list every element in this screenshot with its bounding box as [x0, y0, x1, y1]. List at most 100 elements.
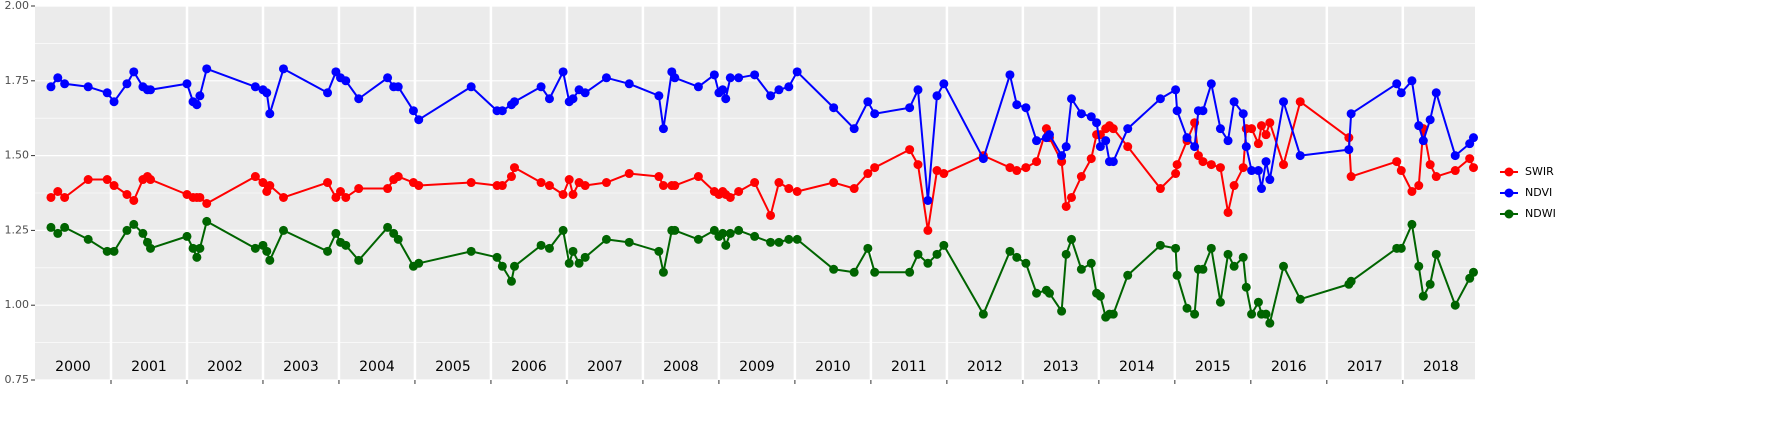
data-point: [109, 181, 119, 191]
data-point: [1396, 88, 1406, 98]
year-label: 2018: [1423, 359, 1459, 375]
data-point: [1057, 151, 1067, 161]
data-point: [932, 91, 942, 101]
data-point: [1057, 306, 1067, 316]
data-point: [1229, 261, 1239, 271]
data-point: [913, 249, 923, 259]
data-point: [265, 255, 275, 265]
data-point: [1155, 240, 1165, 250]
data-point: [1295, 97, 1305, 107]
year-label: 2011: [891, 359, 927, 375]
data-point: [1279, 97, 1289, 107]
data-point: [709, 70, 719, 80]
data-point: [53, 228, 63, 238]
data-point: [792, 187, 802, 197]
data-point: [574, 258, 584, 268]
data-point: [580, 88, 590, 98]
data-point: [774, 85, 784, 95]
data-point: [1468, 267, 1478, 277]
data-point: [792, 234, 802, 244]
data-point: [1346, 172, 1356, 182]
year-label: 2002: [207, 359, 243, 375]
data-point: [568, 246, 578, 256]
data-point: [250, 82, 260, 92]
y-tick-label: 1.00: [5, 298, 30, 311]
data-point: [1431, 172, 1441, 182]
data-point: [262, 246, 272, 256]
data-point: [323, 246, 333, 256]
data-point: [721, 240, 731, 250]
data-point: [1005, 246, 1015, 256]
data-point: [905, 267, 915, 277]
data-point: [544, 243, 554, 253]
data-point: [1005, 163, 1015, 173]
data-point: [1155, 94, 1165, 104]
data-point: [1182, 303, 1192, 313]
data-point: [1012, 252, 1022, 262]
data-point: [1066, 94, 1076, 104]
legend-key-point: [1504, 167, 1514, 177]
data-point: [278, 64, 288, 74]
year-label: 2017: [1347, 359, 1383, 375]
data-point: [122, 189, 132, 199]
data-point: [1425, 279, 1435, 289]
data-point: [580, 252, 590, 262]
data-point: [146, 175, 156, 185]
data-point: [718, 228, 728, 238]
data-point: [1465, 154, 1475, 164]
data-point: [734, 225, 744, 235]
data-point: [1238, 163, 1248, 173]
data-point: [354, 184, 364, 194]
data-point: [1198, 264, 1208, 274]
data-point: [784, 234, 794, 244]
data-point: [1215, 163, 1225, 173]
data-point: [1256, 121, 1266, 131]
data-point: [195, 243, 205, 253]
data-point: [466, 178, 476, 188]
data-point: [1215, 124, 1225, 134]
data-point: [1171, 85, 1181, 95]
data-point: [1223, 249, 1233, 259]
data-point: [383, 73, 393, 83]
data-point: [341, 76, 351, 86]
data-point: [1392, 79, 1402, 89]
data-point: [102, 88, 112, 98]
y-tick-label: 1.50: [5, 149, 30, 162]
year-label: 2004: [359, 359, 395, 375]
data-point: [905, 145, 915, 155]
data-point: [278, 225, 288, 235]
data-point: [1261, 309, 1271, 319]
data-point: [1108, 124, 1118, 134]
data-point: [1061, 201, 1071, 211]
data-point: [766, 91, 776, 101]
data-point: [601, 234, 611, 244]
data-point: [1253, 139, 1263, 149]
data-point: [202, 64, 212, 74]
data-point: [601, 73, 611, 83]
data-point: [913, 85, 923, 95]
data-point: [1215, 297, 1225, 307]
data-point: [558, 67, 568, 77]
year-label: 2016: [1271, 359, 1307, 375]
data-point: [863, 97, 873, 107]
data-point: [509, 163, 519, 173]
data-point: [1092, 118, 1102, 128]
data-point: [414, 115, 424, 125]
data-point: [1086, 112, 1096, 122]
data-point: [750, 231, 760, 241]
data-point: [146, 85, 156, 95]
data-point: [1265, 318, 1275, 328]
data-point: [1265, 118, 1275, 128]
data-point: [923, 195, 933, 205]
data-point: [60, 79, 70, 89]
data-point: [939, 240, 949, 250]
data-point: [250, 243, 260, 253]
data-point: [1032, 136, 1042, 146]
data-point: [1182, 133, 1192, 143]
data-point: [568, 189, 578, 199]
data-point: [265, 109, 275, 119]
data-point: [1396, 243, 1406, 253]
data-point: [1095, 291, 1105, 301]
data-point: [83, 234, 93, 244]
data-point: [1295, 294, 1305, 304]
